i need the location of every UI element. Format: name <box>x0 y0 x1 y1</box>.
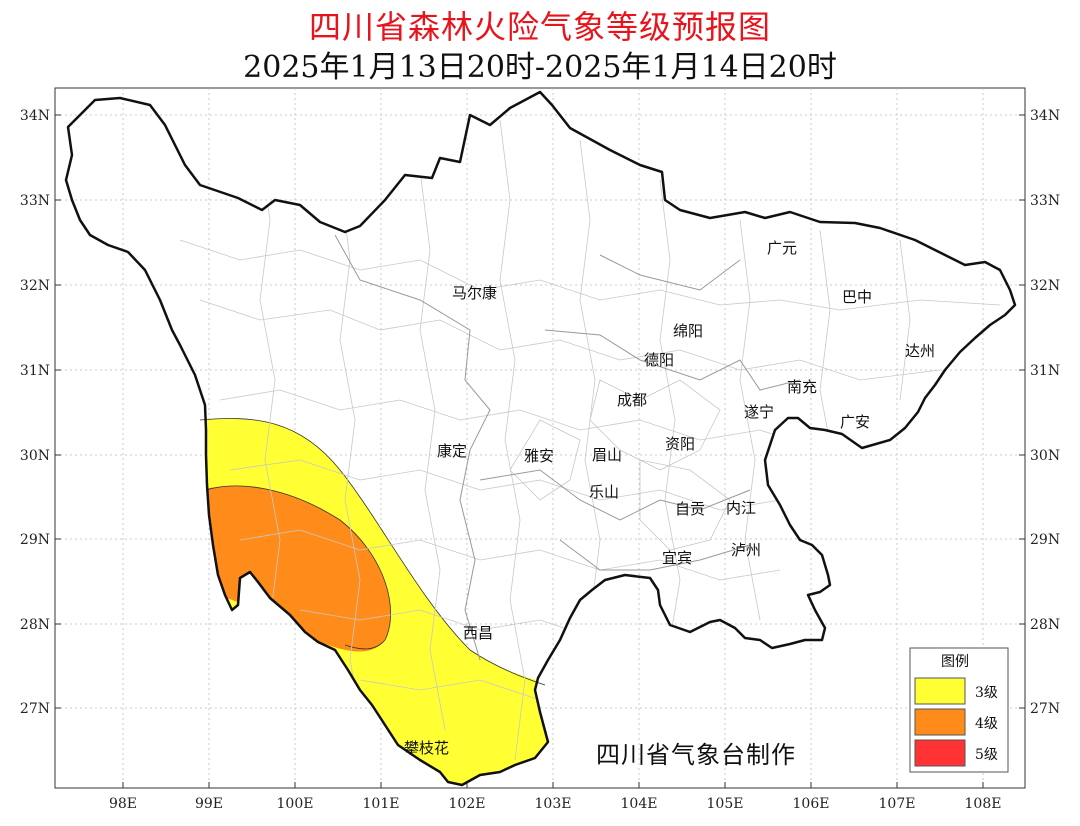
city-label-zigong: 自贡 <box>675 500 705 518</box>
legend-label-level-4: 4级 <box>975 716 998 732</box>
city-label-maerkang: 马尔康 <box>452 284 497 302</box>
city-label-deyang: 德阳 <box>644 351 674 369</box>
lon-label: 100E <box>277 796 314 812</box>
credit-text: 四川省气象台制作 <box>596 741 796 769</box>
lon-label: 98E <box>109 796 137 812</box>
risk-zone-level-3-outline <box>199 418 546 686</box>
map-title: 四川省森林火险气象等级预报图 <box>308 8 771 46</box>
lat-label-left: 32N <box>20 278 50 294</box>
county-boundaries <box>179 119 1001 761</box>
map-frame <box>54 87 1026 789</box>
lat-label-right: 34N <box>1030 108 1060 124</box>
lat-label-left: 27N <box>20 701 50 717</box>
legend-label-level-5: 5级 <box>975 747 998 763</box>
risk-zone-level-4 <box>200 485 391 652</box>
lat-label-right: 32N <box>1030 278 1060 294</box>
city-label-chengdu: 成都 <box>617 391 647 409</box>
city-label-mianyang: 绵阳 <box>673 322 703 340</box>
lat-label-left: 28N <box>20 617 50 633</box>
lon-label: 107E <box>879 796 916 812</box>
city-label-dazhou: 达州 <box>905 342 935 360</box>
legend-label-level-3: 3级 <box>975 685 998 701</box>
lat-label-right: 27N <box>1030 701 1060 717</box>
lat-label-right: 28N <box>1030 617 1060 633</box>
legend-swatch-level-3 <box>914 677 966 705</box>
legend-swatch-level-4 <box>914 708 966 736</box>
lat-label-left: 30N <box>20 448 50 464</box>
lat-label-left: 34N <box>20 108 50 124</box>
city-label-neijiang: 内江 <box>726 499 756 517</box>
legend-title: 图例 <box>941 654 969 670</box>
lon-label: 99E <box>195 796 223 812</box>
ticks <box>55 114 1025 788</box>
city-label-kangding: 康定 <box>437 442 467 460</box>
lat-label-right: 33N <box>1030 193 1060 209</box>
lon-label: 108E <box>965 796 1002 812</box>
lon-label: 104E <box>621 796 658 812</box>
city-label-yaan: 雅安 <box>524 447 554 465</box>
city-label-leshan: 乐山 <box>589 483 619 501</box>
lat-label-right: 29N <box>1030 532 1060 548</box>
lat-label-left: 33N <box>20 193 50 209</box>
map-subtitle: 2025年1月13日20时-2025年1月14日20时 <box>243 50 837 85</box>
legend-swatch-level-5 <box>914 739 966 767</box>
city-label-meishan: 眉山 <box>592 446 622 464</box>
lon-label: 105E <box>707 796 744 812</box>
city-label-luzhou: 泸州 <box>731 541 761 559</box>
lon-label: 102E <box>449 796 486 812</box>
risk-zone-level-4-outline <box>205 485 391 650</box>
city-label-guangan: 广安 <box>840 413 870 431</box>
lat-label-left: 31N <box>20 363 50 379</box>
province-outline <box>64 90 1017 787</box>
lon-label: 106E <box>793 796 830 812</box>
city-label-yibin: 宜宾 <box>662 549 692 567</box>
city-label-panzhihua: 攀枝花 <box>404 739 449 757</box>
lat-label-right: 30N <box>1030 448 1060 464</box>
lat-label-left: 29N <box>20 532 50 548</box>
city-label-bazhong: 巴中 <box>842 288 872 306</box>
prefecture-boundaries <box>334 234 801 661</box>
city-label-xichang: 西昌 <box>463 624 493 642</box>
city-label-ziyang: 资阳 <box>665 435 695 453</box>
lat-label-right: 31N <box>1030 363 1060 379</box>
lon-label: 101E <box>363 796 400 812</box>
legend: 图例 3级 4级 5级 <box>909 647 1009 773</box>
city-label-guangyuan: 广元 <box>767 239 797 257</box>
lon-label: 103E <box>535 796 572 812</box>
city-label-nanchong: 南充 <box>787 378 817 396</box>
city-label-suining: 遂宁 <box>744 403 774 421</box>
